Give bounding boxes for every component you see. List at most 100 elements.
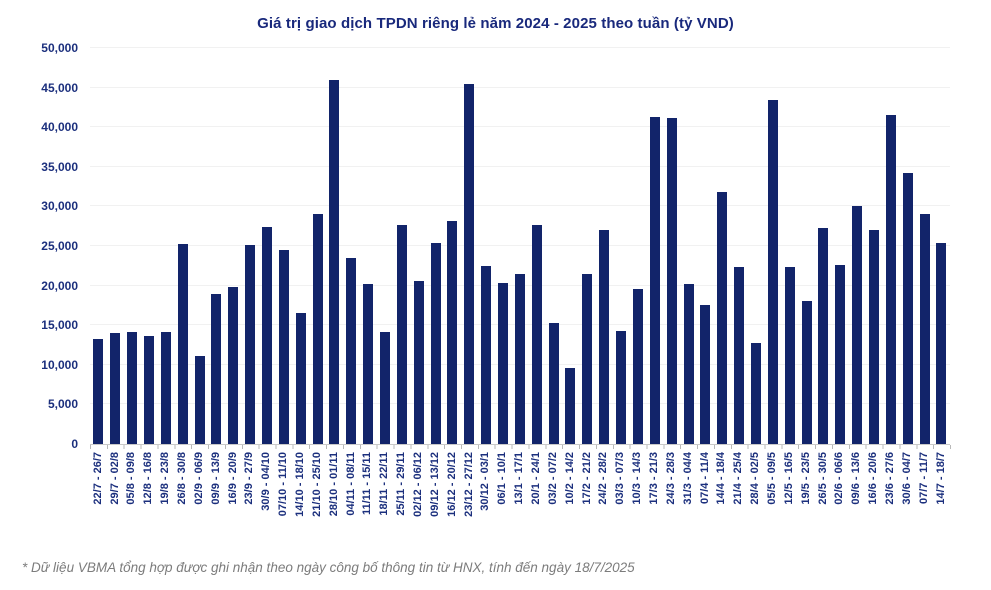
- y-axis-label: 10,000: [41, 357, 78, 372]
- bar-slot: [90, 48, 107, 444]
- x-axis-label-slot: 23/12 - 27/12: [461, 452, 478, 564]
- bar[interactable]: [885, 115, 896, 444]
- bar[interactable]: [110, 333, 121, 444]
- x-axis-label: 12/8 - 16/8: [142, 452, 155, 505]
- x-axis-label-row: 22/7 - 26/7 29/7 - 02/8 05/8 - 09/8 12/8 - …: [90, 452, 950, 564]
- bar[interactable]: [801, 301, 812, 444]
- x-axis-label: 09/6 - 13/6: [850, 452, 863, 505]
- bar[interactable]: [852, 205, 863, 444]
- plot-area: [90, 47, 950, 445]
- x-axis-label-slot: 30/12 - 03/1: [478, 452, 495, 564]
- bar[interactable]: [312, 214, 323, 444]
- bar[interactable]: [481, 265, 492, 444]
- x-axis-label-slot: 21/4 - 25/4: [731, 452, 748, 564]
- x-axis-label: 14/10 - 18/10: [293, 452, 306, 517]
- x-axis-label-slot: 18/11 - 22/11: [377, 452, 394, 564]
- bar[interactable]: [767, 100, 778, 444]
- bar-slot: [461, 48, 478, 444]
- bar-slot: [882, 48, 899, 444]
- bar[interactable]: [599, 230, 610, 444]
- bar[interactable]: [919, 214, 930, 444]
- bar[interactable]: [278, 249, 289, 444]
- bar-slot: [899, 48, 916, 444]
- x-axis-label: 21/4 - 25/4: [732, 452, 745, 505]
- bar[interactable]: [447, 221, 458, 444]
- bar[interactable]: [228, 287, 239, 444]
- bar[interactable]: [666, 117, 677, 444]
- x-axis-label: 13/1 - 17/1: [513, 452, 526, 505]
- bar[interactable]: [683, 284, 694, 444]
- bar-slot: [596, 48, 613, 444]
- bar[interactable]: [582, 273, 593, 444]
- bar[interactable]: [295, 312, 306, 444]
- bar[interactable]: [784, 266, 795, 444]
- bar[interactable]: [396, 224, 407, 444]
- bar[interactable]: [700, 304, 711, 444]
- x-axis-label-slot: 22/7 - 26/7: [90, 452, 107, 564]
- x-axis-label-slot: 13/1 - 17/1: [511, 452, 528, 564]
- bar[interactable]: [868, 230, 879, 444]
- x-axis-label-slot: 03/3 - 07/3: [613, 452, 630, 564]
- x-axis-label-slot: 12/5 - 16/5: [781, 452, 798, 564]
- bar[interactable]: [835, 265, 846, 444]
- bar-slot: [764, 48, 781, 444]
- bar[interactable]: [632, 288, 643, 444]
- x-axis-label: 23/12 - 27/12: [462, 452, 475, 517]
- bar[interactable]: [160, 332, 171, 444]
- bar[interactable]: [245, 245, 256, 444]
- bar-slot: [360, 48, 377, 444]
- x-axis-label-slot: 31/3 - 04/4: [680, 452, 697, 564]
- bar-slot: [275, 48, 292, 444]
- bar-slot: [242, 48, 259, 444]
- bar[interactable]: [565, 367, 576, 444]
- bar-slot: [377, 48, 394, 444]
- bar-slot: [815, 48, 832, 444]
- x-axis-label-slot: 05/8 - 09/8: [124, 452, 141, 564]
- bar[interactable]: [498, 283, 509, 444]
- bar[interactable]: [329, 80, 340, 444]
- bar[interactable]: [346, 257, 357, 444]
- bar[interactable]: [649, 116, 660, 444]
- bar[interactable]: [93, 338, 104, 444]
- bar[interactable]: [514, 273, 525, 444]
- x-axis-label-slot: 11/11 - 15/11: [360, 452, 377, 564]
- x-axis-label: 09/12 - 13/12: [428, 452, 441, 517]
- bar[interactable]: [464, 84, 475, 444]
- x-axis-label: 05/8 - 09/8: [125, 452, 138, 505]
- bar[interactable]: [194, 356, 205, 444]
- bar-slot: [562, 48, 579, 444]
- bar[interactable]: [750, 343, 761, 444]
- bar[interactable]: [144, 336, 154, 444]
- x-axis-ticks: [90, 445, 951, 449]
- bar[interactable]: [531, 224, 542, 444]
- bar[interactable]: [616, 330, 627, 444]
- y-axis-label: 5,000: [47, 397, 78, 412]
- bar-slot: [292, 48, 309, 444]
- bar[interactable]: [548, 322, 559, 444]
- bar[interactable]: [211, 294, 222, 444]
- bar-slot: [478, 48, 495, 444]
- x-axis-label-slot: 02/9 - 06/9: [191, 452, 208, 564]
- x-axis-label-slot: 12/8 - 16/8: [141, 452, 158, 564]
- bar[interactable]: [936, 242, 947, 444]
- bar[interactable]: [818, 227, 829, 444]
- x-axis-label: 28/4 - 02/5: [749, 452, 762, 505]
- x-axis-label: 20/1 - 24/1: [530, 452, 542, 505]
- bar[interactable]: [262, 227, 273, 444]
- x-axis-label-slot: 10/2 - 14/2: [562, 452, 579, 564]
- bars: [90, 48, 950, 444]
- bar[interactable]: [127, 332, 138, 444]
- bar[interactable]: [902, 173, 913, 444]
- bar[interactable]: [734, 267, 745, 444]
- bar[interactable]: [380, 331, 391, 444]
- x-axis-label-slot: 30/9 - 04/10: [259, 452, 276, 564]
- bar[interactable]: [177, 243, 188, 444]
- x-axis-label: 10/2 - 14/2: [563, 452, 576, 505]
- bar[interactable]: [413, 280, 424, 444]
- bar[interactable]: [430, 242, 441, 444]
- bar[interactable]: [717, 192, 728, 444]
- x-axis-label: 23/9 - 27/9: [243, 452, 256, 505]
- bar[interactable]: [363, 284, 374, 444]
- x-axis-label: 19/5 - 23/5: [799, 452, 812, 505]
- x-axis-label-slot: 26/8 - 30/8: [174, 452, 191, 564]
